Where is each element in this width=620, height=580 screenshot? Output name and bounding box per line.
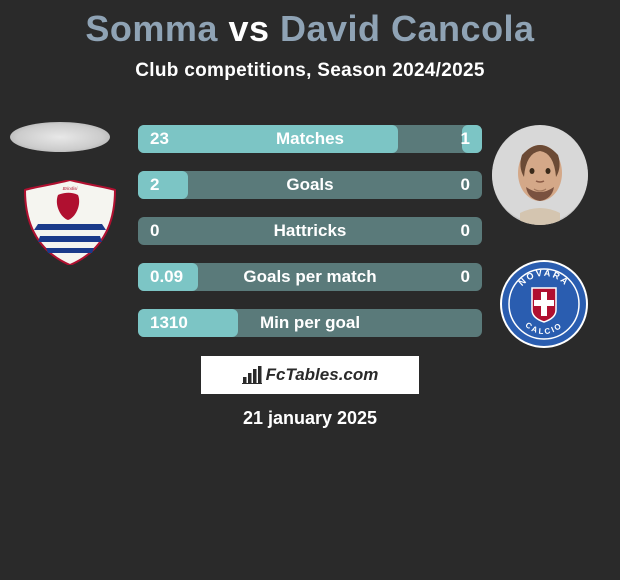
- stat-row-goals: 2 Goals 0: [138, 171, 482, 199]
- stat-label: Goals per match: [243, 267, 376, 287]
- stat-value-right: 0: [461, 221, 470, 241]
- stats-container: 23 Matches 1 2 Goals 0 0 Hattricks 0 0.0…: [138, 125, 482, 355]
- svg-text:Brindisi: Brindisi: [63, 186, 79, 191]
- player-right-club-badge: NOVARA CALCIO: [500, 260, 588, 348]
- stat-value-right: 1: [461, 129, 470, 149]
- report-date: 21 january 2025: [0, 408, 620, 429]
- credit-badge[interactable]: FcTables.com: [201, 356, 419, 394]
- stat-value-left: 2: [150, 175, 159, 195]
- player-right-avatar: [492, 125, 588, 225]
- bar-chart-icon: [242, 366, 262, 384]
- stat-bar-left: [138, 125, 398, 153]
- stat-value-right: 0: [461, 267, 470, 287]
- stat-value-left: 1310: [150, 313, 188, 333]
- player-left-avatar-placeholder: [10, 122, 110, 152]
- stat-value-right: 0: [461, 175, 470, 195]
- stat-value-left: 0: [150, 221, 159, 241]
- stat-label: Matches: [276, 129, 344, 149]
- stat-value-left: 0.09: [150, 267, 183, 287]
- subtitle: Club competitions, Season 2024/2025: [0, 60, 620, 82]
- title-vs: vs: [218, 8, 280, 49]
- credit-text: FcTables.com: [266, 365, 379, 385]
- stat-value-left: 23: [150, 129, 169, 149]
- stat-label: Min per goal: [260, 313, 360, 333]
- title-player-left: Somma: [85, 8, 218, 49]
- stat-bar-left: [138, 171, 188, 199]
- stat-label: Goals: [286, 175, 333, 195]
- stat-row-goals-per-match: 0.09 Goals per match 0: [138, 263, 482, 291]
- title-player-right: David Cancola: [280, 8, 535, 49]
- stat-label: Hattricks: [274, 221, 347, 241]
- stat-row-matches: 23 Matches 1: [138, 125, 482, 153]
- page-title: Somma vs David Cancola: [0, 0, 620, 50]
- stat-row-hattricks: 0 Hattricks 0: [138, 217, 482, 245]
- stat-row-min-per-goal: 1310 Min per goal: [138, 309, 482, 337]
- player-left-club-badge: Brindisi: [20, 180, 120, 265]
